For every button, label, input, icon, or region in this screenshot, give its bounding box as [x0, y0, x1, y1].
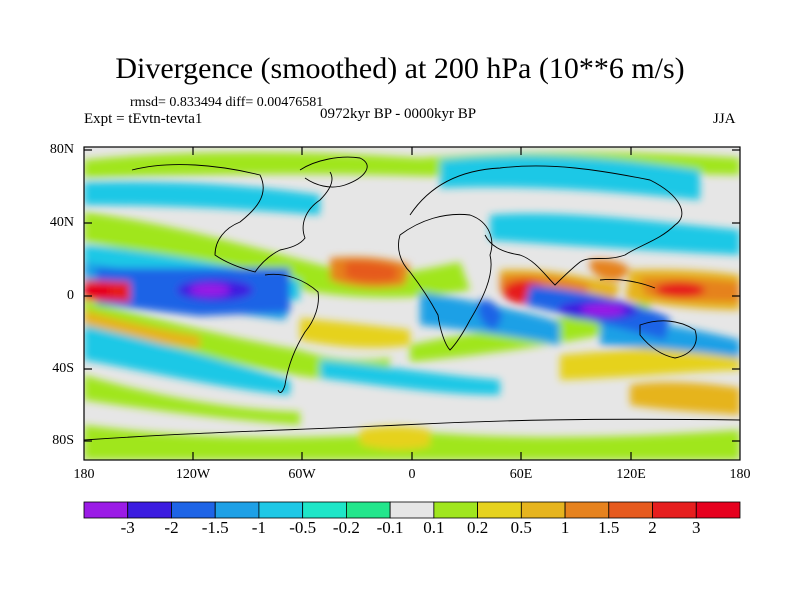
colorbar-label: -0.5: [289, 518, 317, 537]
lat-tick-label: 40N: [49, 215, 74, 230]
colorbar-swatch: [171, 501, 216, 519]
colorbar-swatch: [389, 501, 435, 519]
colorbar-swatch: [258, 501, 304, 519]
map-title: Divergence (smoothed) at 200 hPa (10**6 …: [115, 52, 685, 85]
colorbar-swatch: [345, 501, 391, 519]
colorbar-label: -0.1: [376, 518, 404, 537]
axis-ticks: [84, 147, 740, 460]
lon-tick-label: 120E: [616, 467, 646, 482]
divergence-field: [84, 147, 740, 460]
colorbar-swatch: [214, 501, 260, 519]
colorbar-label: 2: [648, 518, 657, 537]
colorbar-swatch: [302, 501, 347, 519]
colorbar-label: -2: [164, 518, 179, 537]
colorbar-swatch: [520, 501, 566, 519]
lon-tick-label: 60W: [288, 467, 316, 482]
colorbar-swatch: [477, 501, 522, 519]
lon-tick-label: 180: [729, 467, 751, 482]
lat-tick-label: 0: [67, 288, 74, 303]
colorbar-label: 3: [692, 518, 701, 537]
colorbar-swatch: [433, 501, 478, 519]
colorbar: [83, 501, 741, 519]
colorbar-swatch: [652, 501, 697, 519]
period-label: 0972kyr BP - 0000kyr BP: [320, 106, 477, 122]
colorbar-swatch: [695, 501, 741, 519]
rmsd-diff-stats: rmsd= 0.833494 diff= 0.00476581: [130, 95, 324, 110]
colorbar-label: 1: [560, 518, 570, 537]
colorbar-label: -3: [120, 518, 135, 537]
colorbar-label: -1: [251, 518, 266, 537]
colorbar-swatch: [608, 501, 653, 519]
colorbar-label: 0.1: [423, 518, 445, 537]
coastlines: [84, 156, 740, 441]
colorbar-label: -1.5: [201, 518, 229, 537]
experiment-label: Expt = tEvtn-tevta1: [84, 111, 203, 127]
colorbar-swatch: [83, 501, 129, 519]
colorbar-swatch: [127, 501, 172, 519]
lat-tick-label: 80N: [49, 142, 74, 157]
lon-tick-label: 180: [73, 467, 95, 482]
lat-tick-label: 40S: [52, 361, 74, 376]
colorbar-swatch: [564, 501, 610, 519]
colorbar-label: 1.5: [598, 518, 620, 537]
lat-tick-label: 80S: [52, 433, 74, 448]
season-label: JJA: [713, 111, 736, 127]
colorbar-label: -0.2: [332, 518, 360, 537]
lon-tick-label: 60E: [509, 467, 533, 482]
lon-tick-label: 0: [408, 467, 416, 482]
colorbar-label: 0.5: [510, 518, 532, 537]
lon-tick-label: 120W: [175, 467, 211, 482]
colorbar-label: 0.2: [466, 518, 489, 537]
